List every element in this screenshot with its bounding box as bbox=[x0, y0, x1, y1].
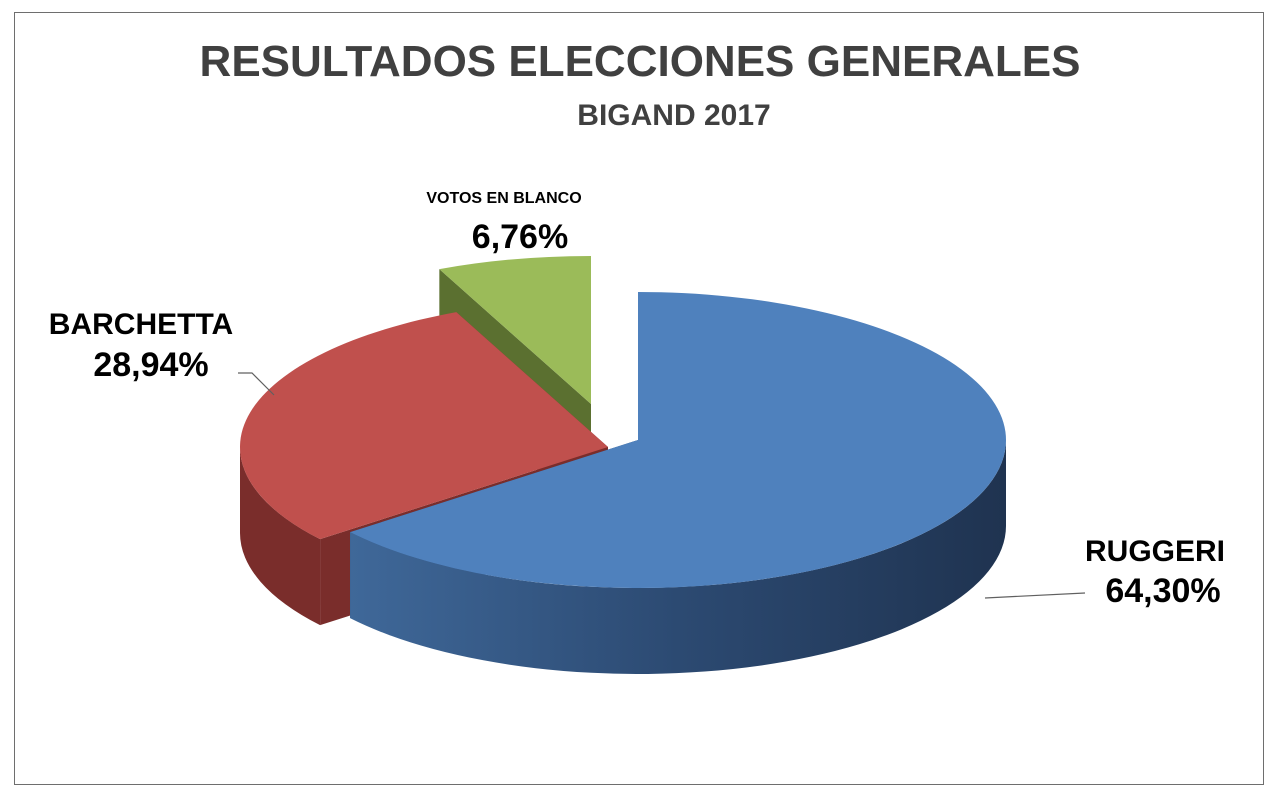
slice-label-barchetta: BARCHETTA bbox=[49, 308, 233, 341]
leader-line-barchetta bbox=[238, 372, 275, 396]
slice-value-ruggeri: 64,30% bbox=[1105, 572, 1220, 610]
slice-label-votos-en-blanco: VOTOS EN BLANCO bbox=[426, 190, 581, 207]
chart-title: RESULTADOS ELECCIONES GENERALES bbox=[200, 37, 1081, 86]
pie-slices bbox=[240, 256, 1006, 675]
slice-rim-barchetta bbox=[240, 447, 321, 626]
chart-subtitle: BIGAND 2017 bbox=[577, 99, 770, 132]
slice-label-ruggeri: RUGGERI bbox=[1085, 535, 1225, 568]
slice-top-ruggeri bbox=[350, 292, 1006, 589]
slice-value-votos-en-blanco: 6,76% bbox=[472, 218, 568, 256]
slice-top-barchetta bbox=[240, 312, 609, 540]
slice-ruggeri bbox=[350, 292, 1006, 675]
leader-lines bbox=[238, 372, 1086, 599]
slice-value-barchetta: 28,94% bbox=[93, 346, 208, 384]
leader-line-ruggeri bbox=[984, 592, 1086, 599]
slice-rim-ruggeri bbox=[350, 440, 1006, 675]
slice-top-votos-en-blanco bbox=[439, 256, 591, 404]
